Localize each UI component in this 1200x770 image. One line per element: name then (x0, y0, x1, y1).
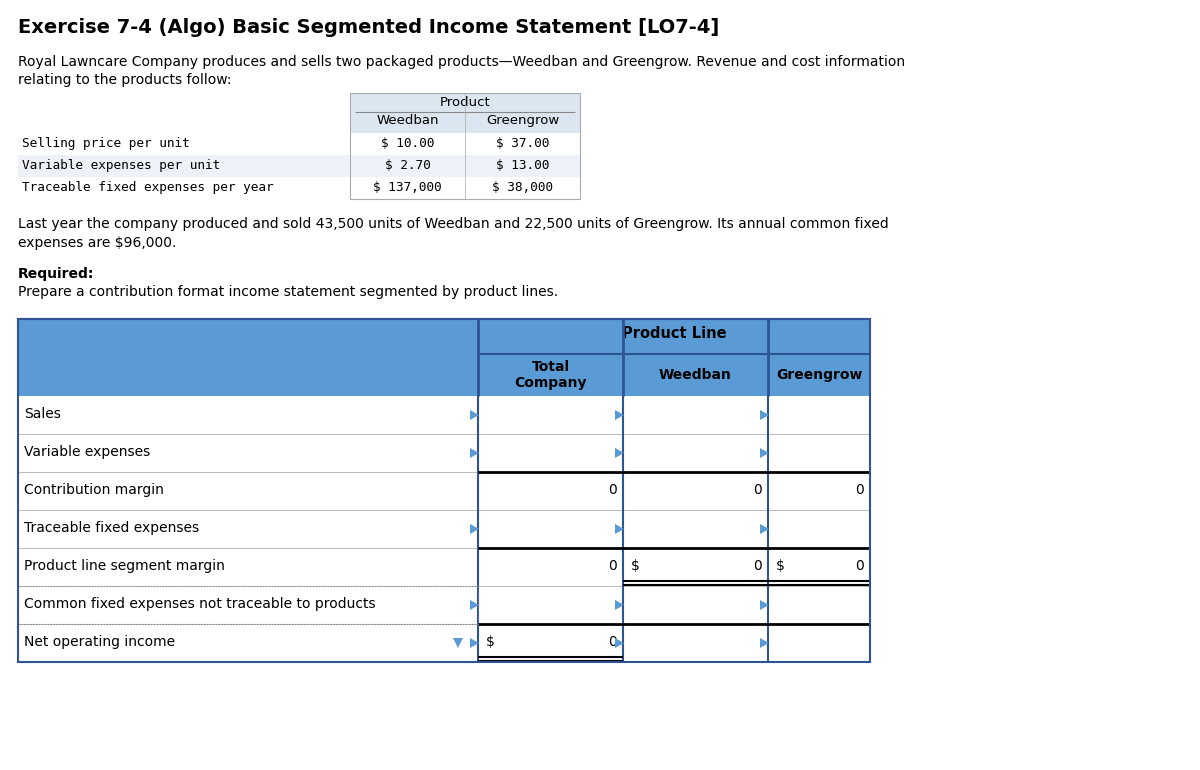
Bar (18, 354, 870, 396)
Text: 0: 0 (608, 559, 617, 573)
Text: Traceable fixed expenses: Traceable fixed expenses (24, 521, 199, 535)
Text: Greengrow: Greengrow (776, 368, 862, 382)
Polygon shape (616, 600, 624, 610)
Text: Weedban: Weedban (377, 114, 439, 127)
Polygon shape (760, 448, 769, 458)
Text: 0: 0 (754, 483, 762, 497)
Text: $ 13.00: $ 13.00 (496, 159, 550, 172)
Bar (18, 133, 580, 155)
Text: Greengrow: Greengrow (486, 114, 559, 127)
Text: Total
Company: Total Company (515, 360, 587, 390)
Text: Prepare a contribution format income statement segmented by product lines.: Prepare a contribution format income sta… (18, 285, 558, 299)
Polygon shape (760, 524, 769, 534)
Text: $ 38,000: $ 38,000 (492, 181, 553, 194)
Text: 0: 0 (754, 559, 762, 573)
Polygon shape (470, 410, 479, 420)
Bar (18, 319, 870, 354)
Polygon shape (616, 524, 624, 534)
Polygon shape (616, 638, 624, 648)
Bar (18, 510, 870, 548)
Bar (18, 396, 870, 434)
Text: $: $ (776, 559, 785, 573)
Bar (18, 624, 870, 662)
Text: Product: Product (439, 96, 491, 109)
Text: Product Line: Product Line (622, 326, 726, 341)
Bar (18, 472, 870, 510)
Bar (18, 177, 580, 199)
Text: Sales: Sales (24, 407, 61, 421)
Bar (350, 93, 580, 133)
Text: relating to the products follow:: relating to the products follow: (18, 73, 232, 87)
Text: Last year the company produced and sold 43,500 units of Weedban and 22,500 units: Last year the company produced and sold … (18, 217, 889, 231)
Polygon shape (760, 600, 769, 610)
Text: Required:: Required: (18, 267, 95, 281)
Text: expenses are $96,000.: expenses are $96,000. (18, 236, 176, 250)
Polygon shape (760, 638, 769, 648)
Text: $: $ (631, 559, 640, 573)
Text: Contribution margin: Contribution margin (24, 483, 164, 497)
Polygon shape (470, 524, 479, 534)
Bar (18, 548, 870, 586)
Text: 0: 0 (856, 559, 864, 573)
Text: $ 2.70: $ 2.70 (385, 159, 431, 172)
Bar (18, 155, 580, 177)
Polygon shape (616, 410, 624, 420)
Text: Royal Lawncare Company produces and sells two packaged products—Weedban and Gree: Royal Lawncare Company produces and sell… (18, 55, 905, 69)
Text: 0: 0 (608, 483, 617, 497)
Bar (18, 319, 870, 662)
Polygon shape (470, 448, 479, 458)
Text: Exercise 7-4 (Algo) Basic Segmented Income Statement [LO7-4]: Exercise 7-4 (Algo) Basic Segmented Inco… (18, 18, 719, 37)
Text: Selling price per unit: Selling price per unit (22, 137, 190, 150)
Polygon shape (760, 410, 769, 420)
Text: 0: 0 (608, 635, 617, 649)
Text: Common fixed expenses not traceable to products: Common fixed expenses not traceable to p… (24, 597, 376, 611)
Bar (18, 434, 870, 472)
Text: $ 37.00: $ 37.00 (496, 137, 550, 150)
Polygon shape (616, 448, 624, 458)
Text: $ 10.00: $ 10.00 (380, 137, 434, 150)
Text: Variable expenses per unit: Variable expenses per unit (22, 159, 221, 172)
Text: Variable expenses: Variable expenses (24, 445, 150, 459)
Bar (18, 586, 870, 624)
Bar (350, 93, 580, 199)
Text: Net operating income: Net operating income (24, 635, 175, 649)
Text: $ 137,000: $ 137,000 (373, 181, 442, 194)
Polygon shape (470, 638, 479, 648)
Text: Traceable fixed expenses per year: Traceable fixed expenses per year (22, 181, 274, 194)
Text: 0: 0 (856, 483, 864, 497)
Text: Weedban: Weedban (659, 368, 732, 382)
Text: $: $ (486, 635, 494, 649)
Polygon shape (470, 600, 479, 610)
Text: Product line segment margin: Product line segment margin (24, 559, 224, 573)
Polygon shape (454, 638, 463, 648)
